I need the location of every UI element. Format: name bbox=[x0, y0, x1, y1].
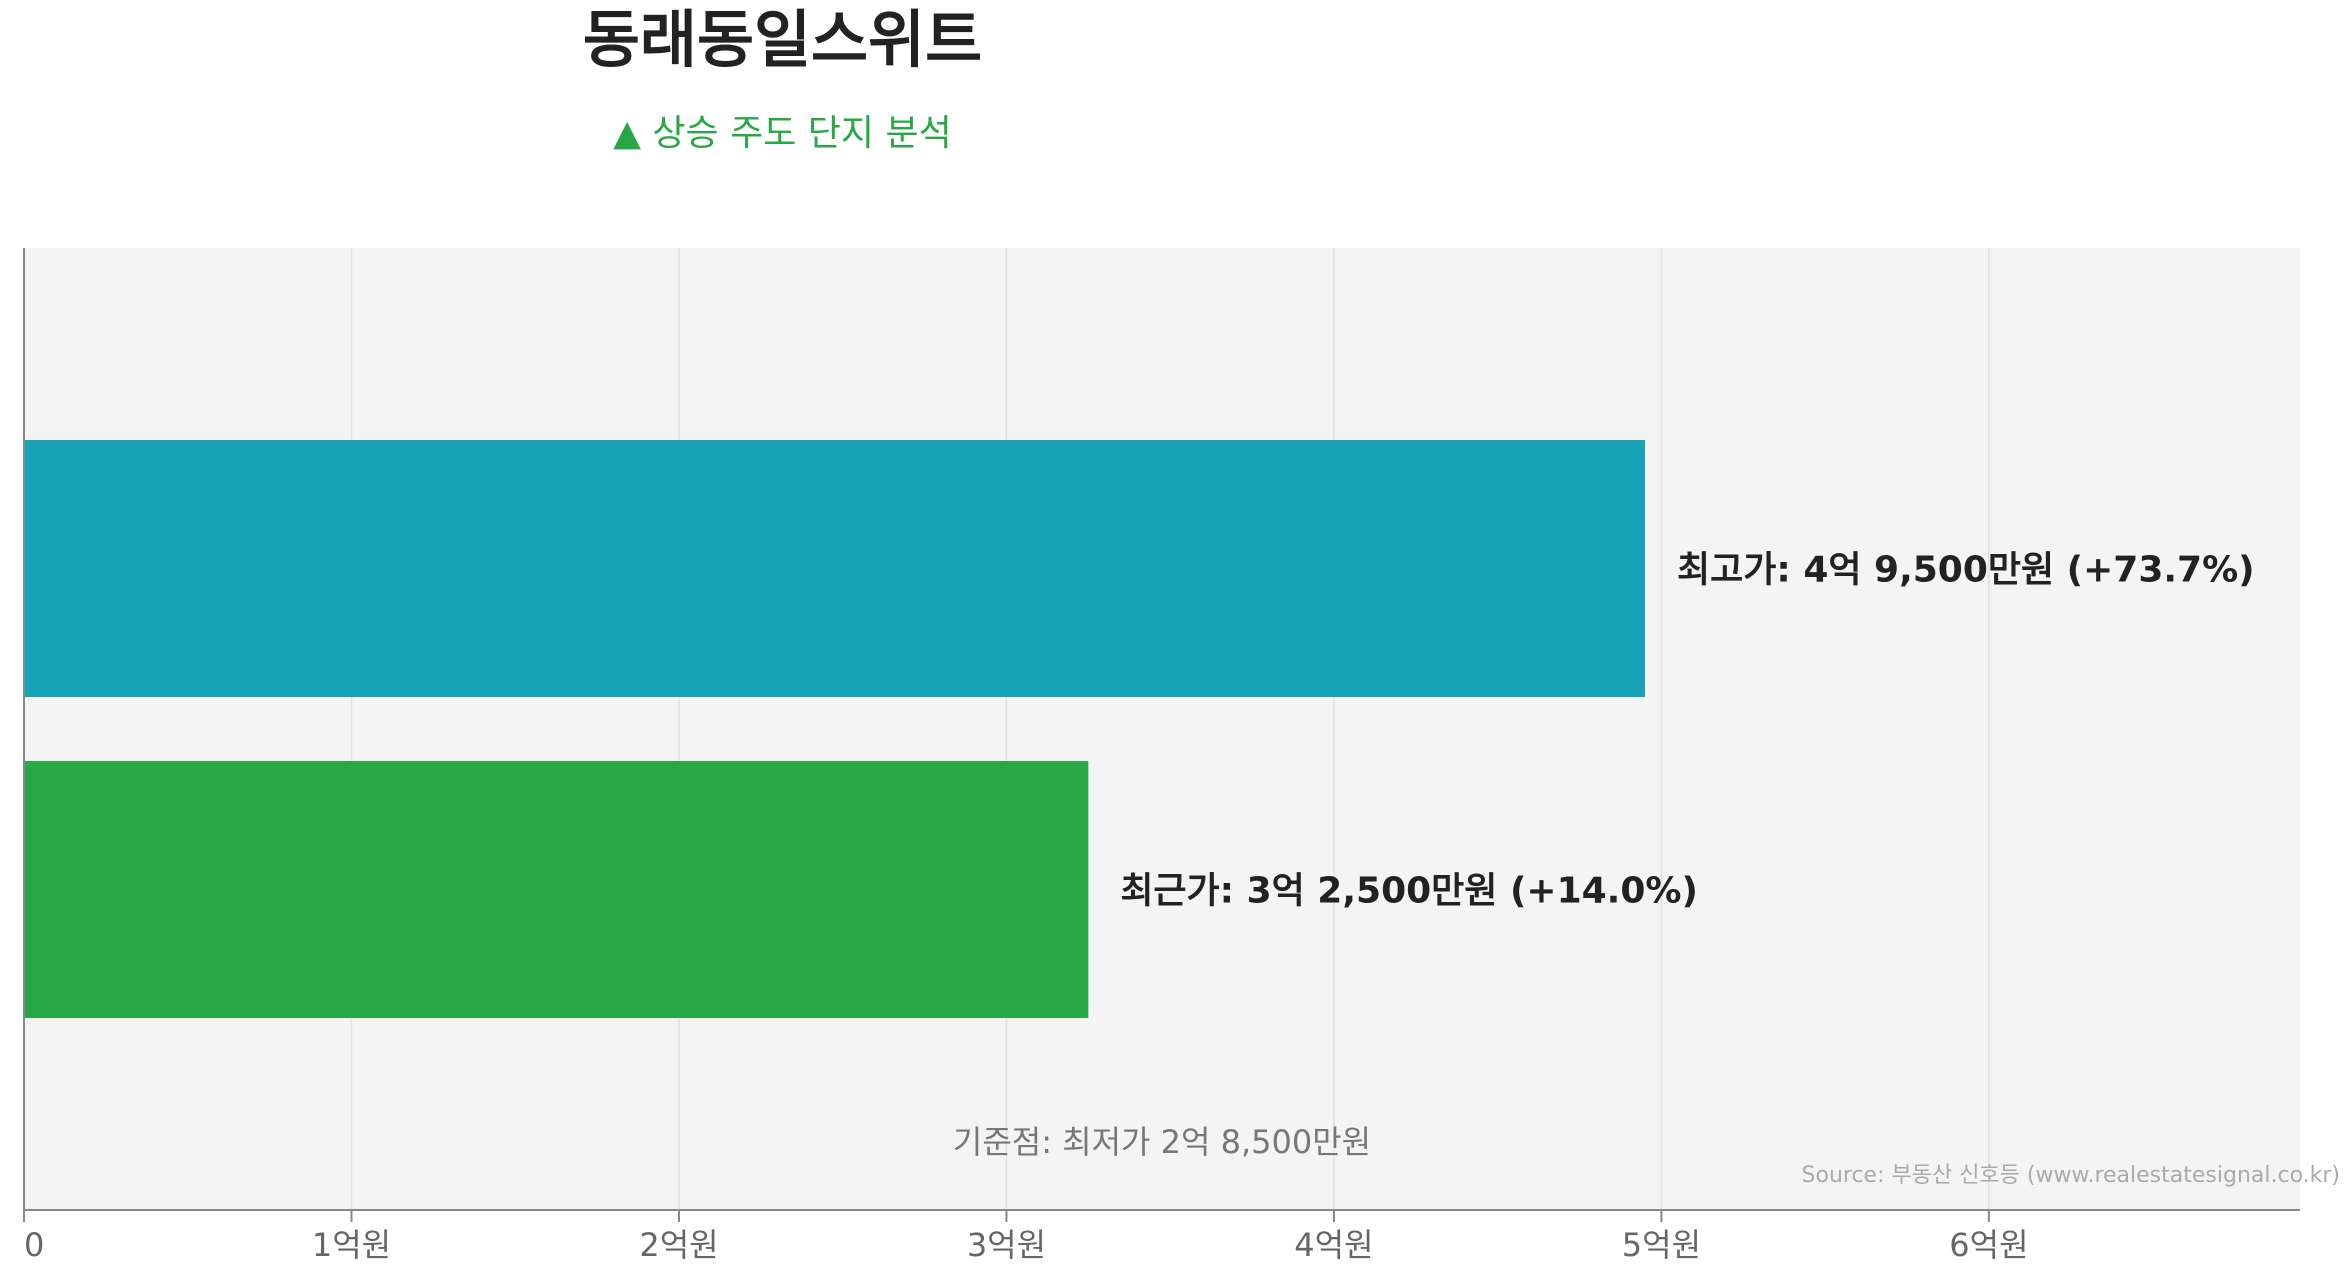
baseline-note: 기준점: 최저가 2억 8,500만원 bbox=[953, 1123, 1371, 1161]
plot-background bbox=[24, 248, 2300, 1210]
x-tick-label: 0 bbox=[24, 1226, 44, 1264]
x-tick-label: 2억원 bbox=[639, 1226, 718, 1264]
bar-labels: 최고가: 4억 9,500만원 (+73.7%) 최근가: 3억 2,500만원 … bbox=[1120, 550, 2254, 912]
x-tick-label: 3억원 bbox=[967, 1226, 1046, 1264]
bar-data-label: 최근가: 3억 2,500만원 (+14.0%) bbox=[1120, 871, 1698, 912]
x-tick-label: 4억원 bbox=[1294, 1226, 1373, 1264]
x-axis-ticks: 0 1억원 2억원 3억원 4억원 5억원 6억원 bbox=[23, 1210, 2029, 1264]
x-tick-label: 5억원 bbox=[1622, 1226, 1701, 1264]
x-tick-label: 6억원 bbox=[1949, 1226, 2028, 1264]
chart-subtitle: ▲ 상승 주도 단지 분석 bbox=[613, 113, 952, 154]
source-note: Source: 부동산 신호등 (www.realestatesignal.co… bbox=[1802, 1163, 2340, 1188]
bar-data-label: 최고가: 4억 9,500만원 (+73.7%) bbox=[1677, 550, 2255, 591]
chart-title: 동래동일스위트 bbox=[582, 3, 983, 76]
bar-recent-price bbox=[24, 761, 1089, 1018]
bar-highest-price bbox=[24, 440, 1646, 697]
x-tick-label: 1억원 bbox=[312, 1226, 391, 1264]
bars bbox=[24, 440, 1646, 1018]
grid-lines bbox=[350, 248, 1990, 1210]
